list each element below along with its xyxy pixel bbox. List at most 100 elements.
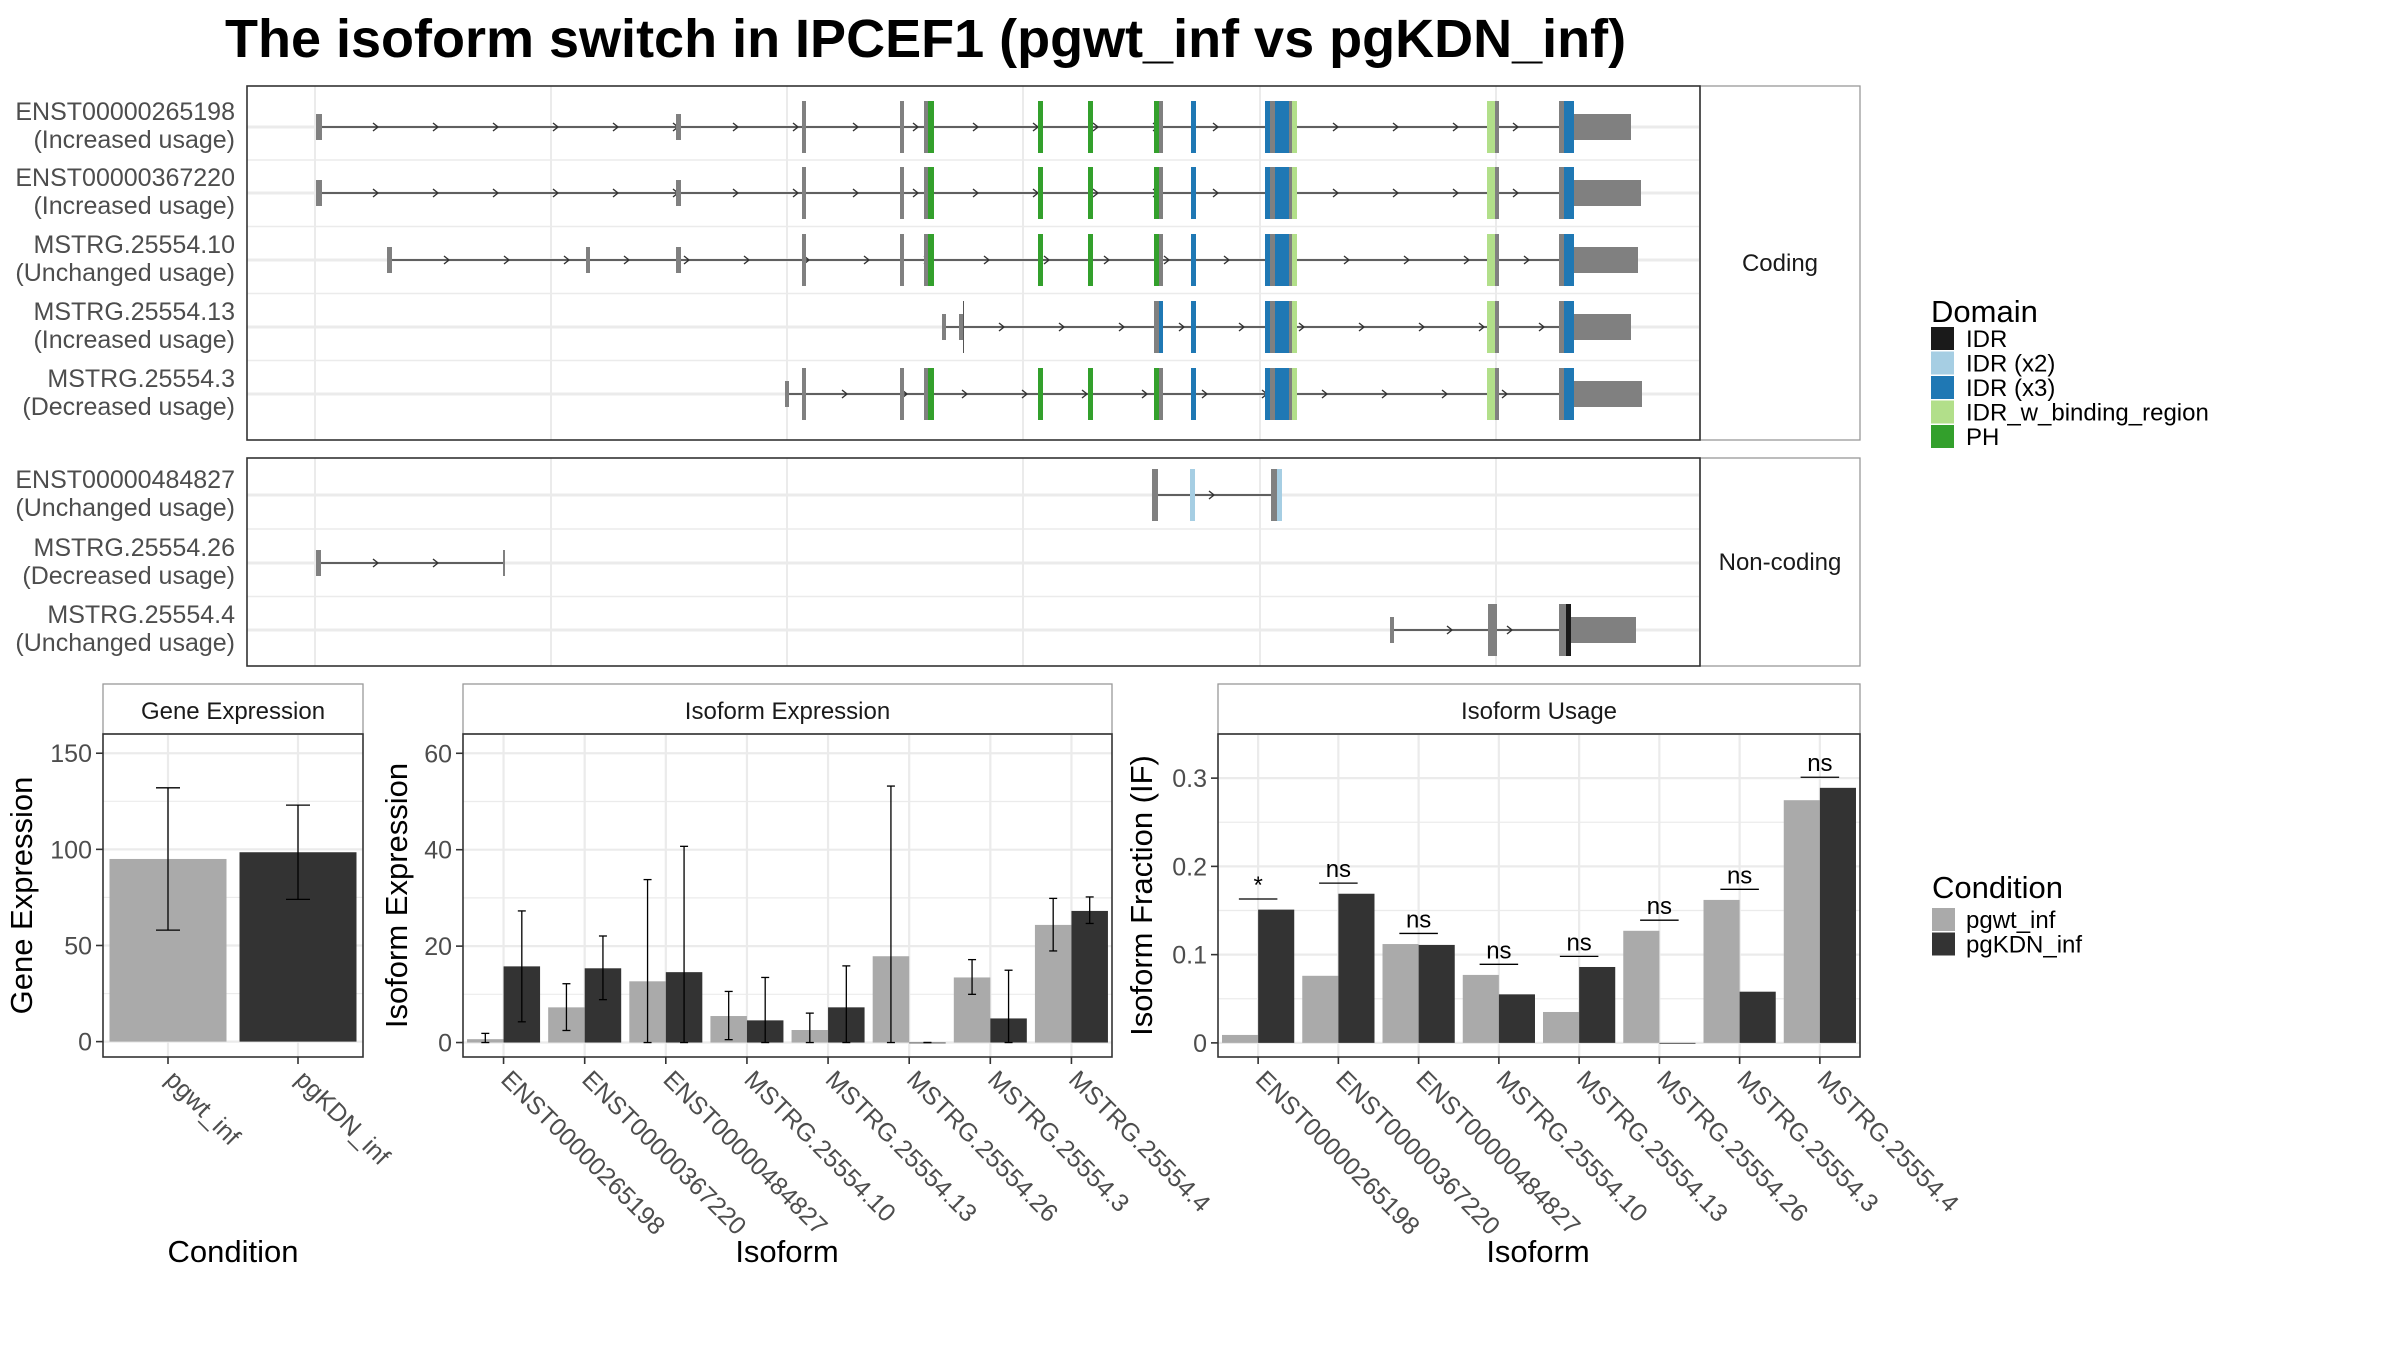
strand-arrow — [852, 188, 860, 198]
domain-legend-label: PH — [1966, 424, 1999, 451]
exon — [802, 234, 806, 286]
exon — [1159, 167, 1163, 219]
condition-legend-label: pgKDN_inf — [1966, 932, 2082, 959]
exon — [1574, 381, 1642, 407]
y-tick-label: 0 — [438, 1030, 452, 1058]
exon — [1564, 167, 1574, 219]
strand-arrow — [432, 558, 440, 568]
bar-pgwt_inf — [1462, 974, 1499, 1043]
exon — [316, 114, 322, 140]
x-tick-label: MSTRG.25554.26 — [1651, 1065, 1813, 1227]
exon — [900, 167, 904, 219]
strand-arrow — [563, 255, 571, 265]
exon — [1159, 368, 1163, 420]
exon — [1190, 469, 1195, 521]
exon — [316, 550, 321, 576]
strand-arrow — [1332, 188, 1340, 198]
x-tick-label: MSTRG.25554.4 — [1063, 1065, 1216, 1218]
significance-label: ns — [1326, 856, 1351, 883]
facet-border — [246, 457, 1701, 667]
significance-label: * — [1253, 872, 1262, 899]
exon — [676, 180, 681, 206]
transcript-usage-label: (Increased usage) — [33, 326, 235, 354]
strand-arrow — [972, 188, 980, 198]
strand-arrow — [612, 122, 620, 132]
strand-arrow — [732, 122, 740, 132]
exon — [503, 550, 505, 576]
exon — [1574, 314, 1631, 340]
panel-border — [102, 733, 364, 1058]
isoform-expression-panel: Isoform Expression 0 20 40 60 ENST00000265198… — [379, 683, 1216, 1269]
domain-legend-swatch — [1931, 327, 1954, 350]
exon — [1270, 234, 1275, 286]
strand-arrow — [961, 389, 969, 399]
exon — [900, 234, 904, 286]
gene-expression-panel: Gene Expression 0 50 100 150 pgwt_inf pgKDN_in… — [4, 683, 395, 1269]
exon — [676, 114, 681, 140]
exon — [1292, 101, 1297, 153]
x-tick-label: MSTRG.25554.10 — [1491, 1065, 1653, 1227]
exon — [1088, 368, 1093, 420]
y-axis-label: Isoform Expression — [379, 763, 414, 1028]
significance-label: ns — [1406, 906, 1431, 933]
exon — [900, 368, 904, 420]
exon — [900, 101, 904, 153]
strand-arrow — [1512, 122, 1520, 132]
x-axis-label: Isoform — [1486, 1234, 1589, 1269]
exon — [1487, 234, 1495, 286]
strand-arrow — [432, 122, 440, 132]
y-tick-label: 150 — [50, 740, 92, 768]
exon — [924, 234, 928, 286]
transcript-id-label: MSTRG.25554.3 — [47, 365, 235, 393]
strand-arrow — [863, 255, 871, 265]
y-tick-label: 0.2 — [1172, 853, 1207, 881]
bar-pgKDN_inf — [1071, 910, 1108, 1043]
strand-arrow — [912, 122, 920, 132]
condition-legend-label: pgwt_inf — [1966, 907, 2056, 934]
y-tick-label: 20 — [424, 933, 452, 961]
exon — [1574, 247, 1638, 273]
strand-arrow — [1332, 122, 1340, 132]
exon — [1154, 234, 1159, 286]
x-tick-label: MSTRG.25554.4 — [1812, 1065, 1965, 1218]
exon — [387, 247, 392, 273]
strand-arrow — [1446, 625, 1454, 635]
strand-arrow — [1463, 255, 1471, 265]
strand-arrow — [443, 255, 451, 265]
strand-arrow — [1321, 389, 1329, 399]
strand-arrow — [998, 322, 1006, 332]
exon — [1292, 167, 1297, 219]
strand-arrow — [1208, 490, 1216, 500]
exon — [1038, 101, 1043, 153]
facet-strip-label: Non-coding — [1719, 549, 1842, 576]
bar-pgKDN_inf — [1498, 994, 1535, 1043]
strand-arrow — [1118, 322, 1126, 332]
exon — [1289, 368, 1292, 420]
strand-arrow — [1103, 255, 1111, 265]
y-tick-label: 50 — [64, 932, 92, 960]
exon — [1289, 101, 1292, 153]
transcript-id-label: MSTRG.25554.4 — [47, 601, 235, 629]
exon — [802, 101, 806, 153]
exon — [942, 314, 946, 340]
strand-arrow — [1358, 322, 1366, 332]
significance-label: ns — [1566, 929, 1591, 956]
exon — [1154, 301, 1159, 353]
strand-arrow — [1092, 188, 1100, 198]
exon — [1277, 469, 1282, 521]
strand-arrow — [792, 188, 800, 198]
strand-arrow — [1343, 255, 1351, 265]
strand-arrow — [792, 122, 800, 132]
y-tick-label: 100 — [50, 836, 92, 864]
x-tick-label: MSTRG.25554.13 — [1571, 1065, 1733, 1227]
exon — [1289, 301, 1292, 353]
exon — [1191, 368, 1196, 420]
strand-arrow — [503, 255, 511, 265]
exon — [586, 247, 590, 273]
exon — [963, 301, 964, 353]
exon — [928, 234, 934, 286]
bar-pgKDN_inf — [1338, 893, 1375, 1043]
exon — [1275, 301, 1289, 353]
exon — [1275, 234, 1289, 286]
y-axis-label: Gene Expression — [4, 777, 39, 1015]
